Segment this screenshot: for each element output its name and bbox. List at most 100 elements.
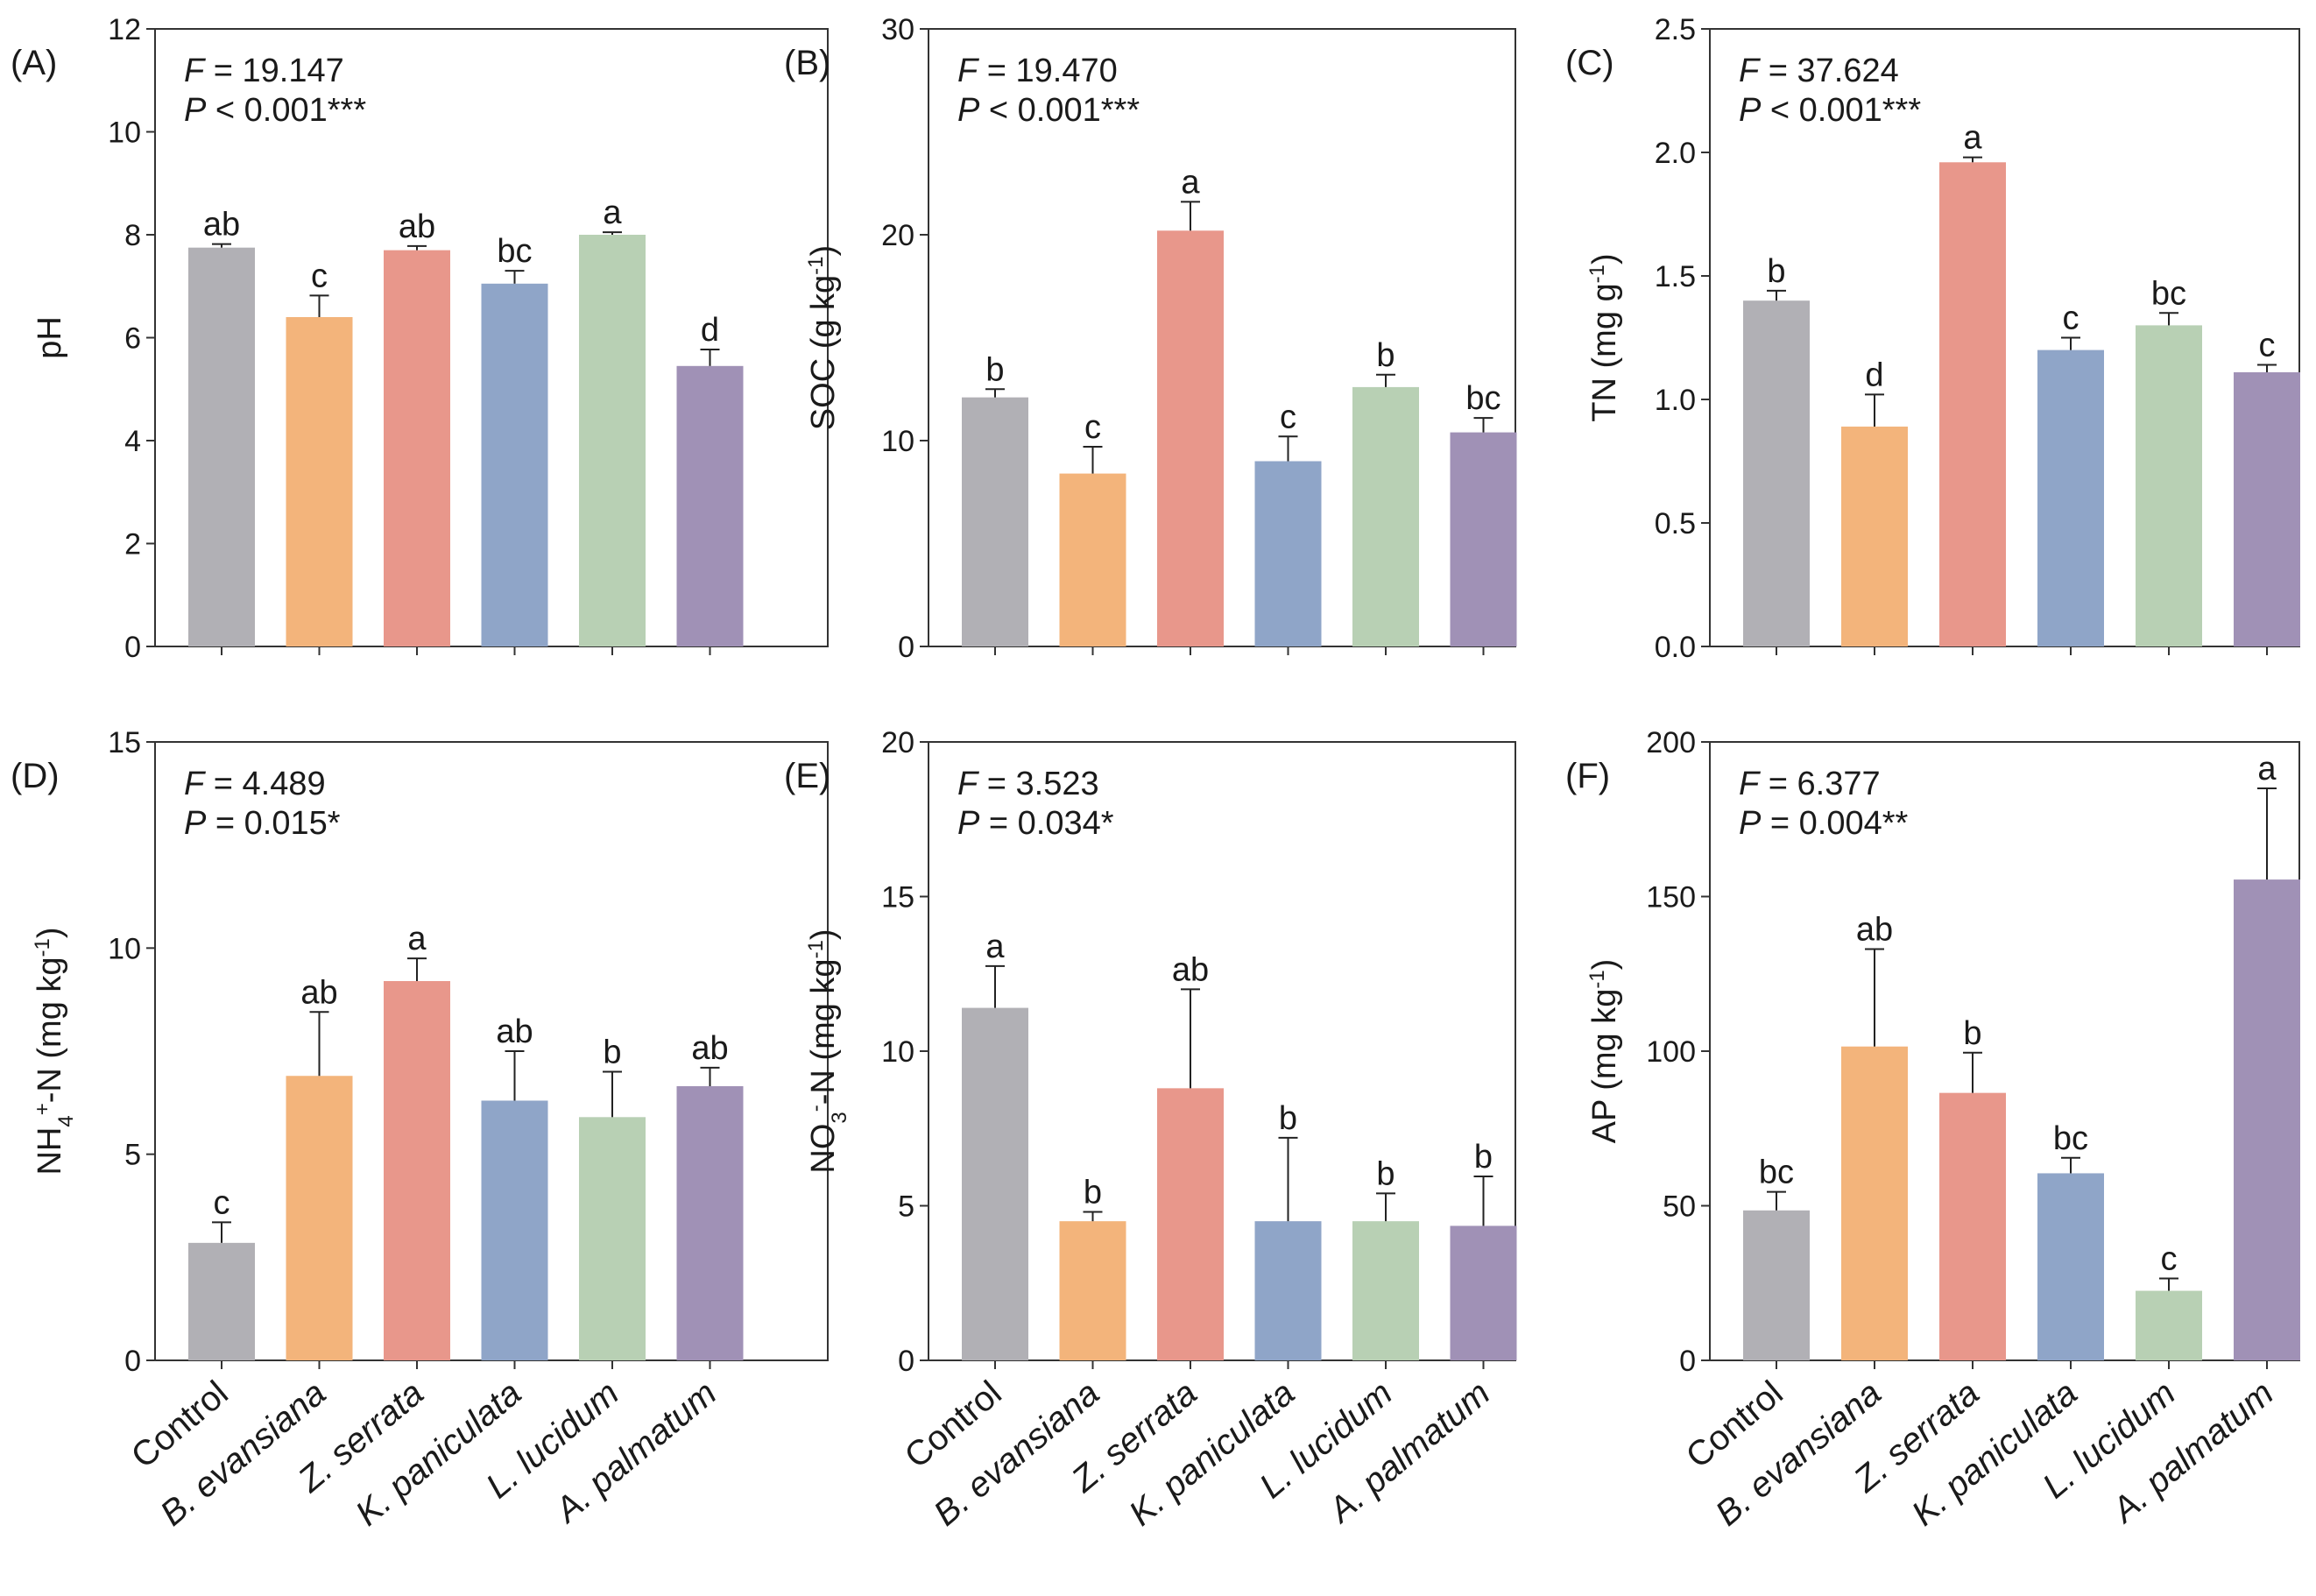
significance-letter: bc — [2151, 275, 2186, 312]
significance-letter: b — [1279, 1100, 1297, 1137]
y-tick-label: 2.0 — [1655, 137, 1696, 170]
bar-b-evansiana — [1841, 427, 1908, 646]
y-tick-label: 50 — [1663, 1190, 1696, 1224]
y-tick-label: 0.0 — [1655, 631, 1696, 664]
x-category-label: B. evansiana — [927, 1374, 1106, 1533]
bar-k-paniculata — [1254, 1221, 1322, 1360]
x-category-label: K. paniculata — [349, 1374, 528, 1533]
bar-control — [1743, 1210, 1810, 1360]
bar-b-evansiana — [1059, 1221, 1126, 1360]
bar-k-paniculata — [1254, 461, 1322, 646]
p-value: P < 0.001*** — [1739, 92, 1921, 129]
significance-letter: b — [1376, 1155, 1395, 1192]
p-value: P < 0.001*** — [184, 92, 366, 129]
significance-letter: a — [603, 194, 622, 231]
x-category-label: B. evansiana — [1708, 1374, 1888, 1533]
bar-z-serrata — [384, 250, 450, 646]
x-category-label: B. evansiana — [153, 1374, 333, 1533]
panel-label: (D) — [11, 757, 60, 795]
panel-label: (F) — [1565, 757, 1610, 795]
y-tick-label: 0 — [898, 631, 914, 664]
y-tick-label: 0 — [898, 1345, 914, 1378]
y-tick-label: 0.5 — [1655, 507, 1696, 540]
y-tick-label: 1.5 — [1655, 260, 1696, 293]
significance-letter: a — [1181, 164, 1200, 201]
significance-letter: b — [1084, 1175, 1102, 1211]
significance-letter: a — [407, 921, 427, 957]
significance-letter: ab — [1856, 912, 1893, 949]
y-tick-label: 5 — [124, 1139, 141, 1172]
y-tick-label: 10 — [108, 117, 141, 150]
panel-label: (E) — [784, 757, 830, 795]
significance-letter: d — [701, 312, 719, 349]
significance-letter: c — [214, 1184, 230, 1221]
bar-control — [1743, 300, 1810, 646]
f-statistic: F = 6.377 — [1739, 766, 1881, 802]
bar-b-evansiana — [286, 1076, 353, 1360]
significance-letter: a — [1963, 120, 1982, 157]
bar-b-evansiana — [1841, 1046, 1908, 1360]
y-tick-label: 4 — [124, 425, 141, 458]
y-tick-label: 30 — [881, 13, 914, 46]
y-tick-label: 200 — [1646, 726, 1696, 759]
y-tick-label: 20 — [881, 726, 914, 759]
significance-letter: ab — [203, 207, 240, 244]
y-axis-label: NH4+-N (mg kg-1) — [31, 927, 78, 1175]
y-tick-label: 20 — [881, 219, 914, 252]
y-tick-label: 100 — [1646, 1035, 1696, 1069]
significance-letter: ab — [691, 1030, 728, 1067]
significance-letter: c — [1280, 399, 1296, 435]
significance-letter: ab — [1172, 951, 1209, 988]
f-statistic: F = 19.470 — [957, 53, 1118, 89]
y-tick-label: 8 — [124, 219, 141, 252]
significance-letter: a — [2257, 751, 2277, 787]
bar-a-palmatum — [1450, 432, 1517, 646]
significance-letter: a — [985, 929, 1005, 965]
y-axis-label: SOC (g kg-1) — [804, 245, 843, 430]
bar-l-lucidum — [1352, 1221, 1419, 1360]
y-tick-label: 15 — [108, 726, 141, 759]
y-tick-label: 10 — [108, 932, 141, 965]
significance-letter: b — [1767, 253, 1785, 290]
significance-letter: bc — [1465, 380, 1500, 417]
y-tick-label: 15 — [881, 881, 914, 915]
y-tick-label: 2 — [124, 528, 141, 561]
p-value: P = 0.015* — [184, 805, 341, 842]
y-tick-label: 12 — [108, 13, 141, 46]
significance-letter: c — [311, 258, 328, 294]
bar-z-serrata — [384, 980, 450, 1360]
f-statistic: F = 4.489 — [184, 766, 326, 802]
f-statistic: F = 37.624 — [1739, 53, 1899, 89]
bar-a-palmatum — [676, 365, 744, 646]
significance-letter: bc — [1759, 1155, 1794, 1191]
f-statistic: F = 19.147 — [184, 53, 344, 89]
y-tick-label: 150 — [1646, 881, 1696, 915]
y-tick-label: 6 — [124, 322, 141, 356]
bar-a-palmatum — [2234, 371, 2300, 646]
significance-letter: b — [985, 351, 1004, 388]
bar-k-paniculata — [2037, 350, 2104, 646]
y-axis-label: pH — [32, 316, 68, 359]
significance-letter: c — [2161, 1240, 2178, 1277]
p-value: P = 0.034* — [957, 805, 1114, 842]
bar-b-evansiana — [286, 317, 353, 646]
bar-control — [962, 1007, 1028, 1360]
bar-l-lucidum — [579, 1117, 646, 1360]
bar-z-serrata — [1939, 1092, 2006, 1360]
significance-letter: c — [2063, 300, 2079, 337]
bar-z-serrata — [1157, 1088, 1224, 1360]
y-axis-label: AP (mg kg-1) — [1585, 959, 1624, 1144]
y-tick-label: 0 — [124, 1345, 141, 1378]
bar-b-evansiana — [1059, 473, 1126, 646]
significance-letter: d — [1865, 357, 1883, 393]
bar-k-paniculata — [2037, 1173, 2104, 1360]
x-category-label: K. paniculata — [1904, 1374, 2084, 1533]
y-axis-label: TN (mg g-1) — [1585, 253, 1624, 421]
y-axis-label: NO3--N (mg kg-1) — [804, 929, 851, 1173]
significance-letter: bc — [497, 233, 532, 270]
